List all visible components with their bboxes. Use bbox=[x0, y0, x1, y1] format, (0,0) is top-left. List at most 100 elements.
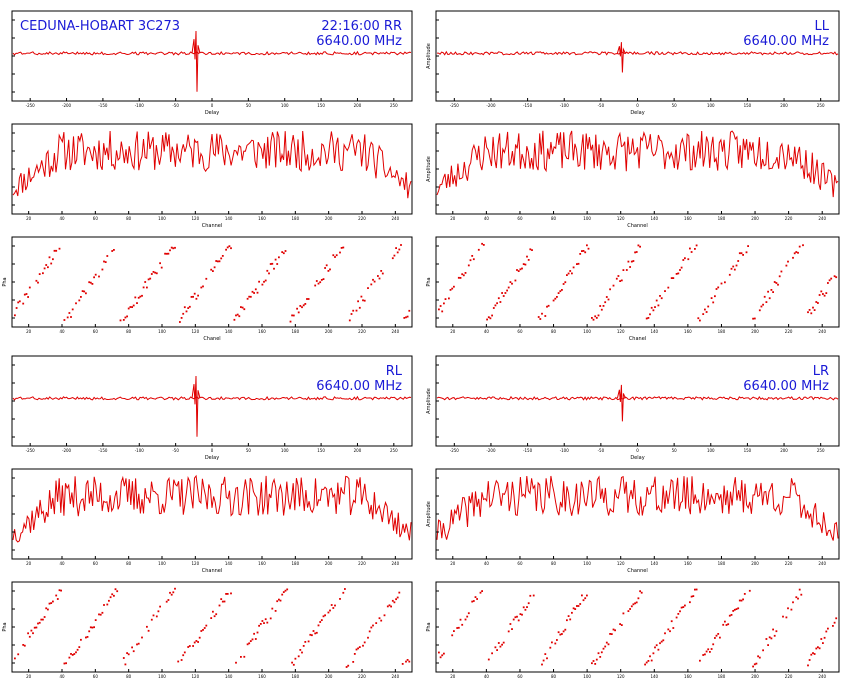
rl-phase-point bbox=[240, 656, 242, 658]
ll-phase-point bbox=[448, 297, 450, 300]
rr-phase-point bbox=[89, 281, 92, 284]
rr-phase-point bbox=[301, 306, 303, 309]
ll-phase-point bbox=[620, 279, 623, 282]
rl-phase-point bbox=[311, 634, 313, 637]
rr-phase-point bbox=[213, 266, 216, 269]
ll-phase-point bbox=[581, 250, 583, 252]
rl-phase-point bbox=[276, 600, 279, 603]
rl-phase-point bbox=[169, 591, 171, 594]
rl-delay-xtick-label: 50 bbox=[246, 448, 252, 453]
rl-frequency-label: 6640.00 MHz bbox=[316, 379, 402, 394]
rr-phase-point bbox=[210, 268, 213, 271]
rl-amplitude-xtick-label: 80 bbox=[126, 561, 132, 566]
rr-phase-point bbox=[55, 249, 58, 252]
rr-phase-point bbox=[292, 314, 295, 317]
rl-amplitude-xtick-label: 220 bbox=[358, 561, 366, 566]
rl-phase-point bbox=[339, 598, 341, 600]
lr-phase-point bbox=[522, 606, 525, 609]
rr-phase-point bbox=[132, 304, 135, 307]
rr-phase-point bbox=[68, 312, 71, 314]
rr-amplitude-xtick-label: 240 bbox=[392, 216, 400, 221]
rl-amplitude-xtick-label: 40 bbox=[59, 561, 65, 566]
rl-phase-point bbox=[370, 626, 373, 629]
rr-phase-point bbox=[85, 292, 87, 295]
lr-phase-point bbox=[524, 608, 527, 611]
ll-polarization-label: LL bbox=[815, 19, 830, 34]
lr-phase-point bbox=[438, 651, 440, 654]
rr-phase-point bbox=[70, 316, 72, 318]
rr-phase-point bbox=[111, 250, 114, 252]
rl-phase-point bbox=[60, 589, 62, 592]
rr-phase-point bbox=[52, 258, 54, 261]
lr-phase-point bbox=[702, 654, 705, 656]
rl-phase-point bbox=[22, 644, 25, 646]
rr-phase-point bbox=[144, 281, 147, 283]
lr-phase-point bbox=[471, 600, 474, 603]
lr-phase-point bbox=[635, 601, 638, 604]
ll-phase-point bbox=[554, 297, 557, 300]
rr-phase-xlabel: Chanel bbox=[203, 336, 220, 342]
rl-phase-point bbox=[202, 629, 204, 631]
ll-phase-point bbox=[813, 309, 816, 311]
rl-amplitude-plot-frame bbox=[11, 468, 413, 560]
lr-amplitude-xtick-label: 100 bbox=[583, 561, 591, 566]
rl-phase-point bbox=[342, 591, 345, 594]
rr-phase-point bbox=[329, 268, 331, 271]
lr-phase-point bbox=[557, 631, 560, 634]
lr-phase-point bbox=[549, 646, 552, 649]
lr-phase-point bbox=[620, 624, 623, 626]
rr-phase-point bbox=[307, 298, 310, 300]
rl-phase-point bbox=[256, 631, 259, 634]
lr-phase-point bbox=[808, 659, 811, 661]
rl-phase-point bbox=[109, 596, 112, 599]
ll-phase-point bbox=[592, 318, 595, 321]
rr-phase-point bbox=[291, 314, 293, 317]
rr-phase-point bbox=[103, 260, 105, 263]
rl-phase-point bbox=[398, 591, 401, 594]
rl-phase-point bbox=[304, 641, 307, 643]
rl-phase-plot-frame bbox=[11, 581, 413, 673]
lr-phase-point bbox=[627, 610, 630, 612]
rr-phase-point bbox=[381, 272, 384, 275]
lr-delay-xtick-label: -250 bbox=[450, 448, 460, 453]
rr-delay-xtick-label: -150 bbox=[98, 103, 108, 108]
rl-phase-point bbox=[347, 664, 350, 667]
lr-phase-point bbox=[602, 647, 605, 650]
rr-phase-point bbox=[360, 295, 363, 298]
ll-phase-point bbox=[586, 244, 588, 247]
ll-phase-point bbox=[828, 279, 831, 282]
lr-phase-xtick-label: 200 bbox=[751, 674, 759, 679]
rr-phase-point bbox=[71, 308, 74, 311]
rr-delay-xtick-label: 50 bbox=[246, 103, 252, 108]
lr-phase-point bbox=[709, 651, 711, 653]
lr-phase-point bbox=[441, 654, 444, 657]
rl-delay-xtick-label: -150 bbox=[98, 448, 108, 453]
ll-phase-point bbox=[823, 294, 826, 297]
rl-phase-point bbox=[137, 642, 140, 645]
lr-phase-point bbox=[790, 608, 793, 611]
baseline-panel-lr: -250 -200 -150 -100 -50 0 50 100 150 200 250 Delay A… bbox=[426, 355, 840, 679]
ll-phase-point bbox=[787, 260, 789, 263]
rl-phase-point bbox=[297, 655, 300, 658]
rr-delay-trace bbox=[12, 50, 412, 56]
rl-phase-point bbox=[401, 663, 404, 665]
rl-phase-point bbox=[116, 590, 119, 593]
lr-phase-point bbox=[715, 634, 718, 637]
ll-phase-point bbox=[449, 289, 452, 291]
lr-delay-xtick-label: 50 bbox=[672, 448, 678, 453]
lr-phase-point bbox=[637, 597, 640, 600]
rl-phase-point bbox=[284, 589, 287, 592]
rl-phase-point bbox=[332, 607, 335, 609]
rr-delay-peak bbox=[191, 30, 201, 92]
ll-phase-point bbox=[639, 245, 641, 248]
rr-phase-point bbox=[134, 296, 137, 299]
rl-amplitude-trace bbox=[12, 474, 412, 543]
rl-phase-point bbox=[286, 588, 289, 591]
rr-phase-point bbox=[251, 290, 254, 293]
rl-phase-point bbox=[213, 615, 216, 618]
rl-phase-point bbox=[52, 600, 54, 603]
ll-phase-point bbox=[660, 297, 663, 300]
rr-phase-point bbox=[240, 306, 242, 308]
ll-phase-point bbox=[672, 277, 675, 279]
rl-phase-point bbox=[319, 621, 322, 623]
